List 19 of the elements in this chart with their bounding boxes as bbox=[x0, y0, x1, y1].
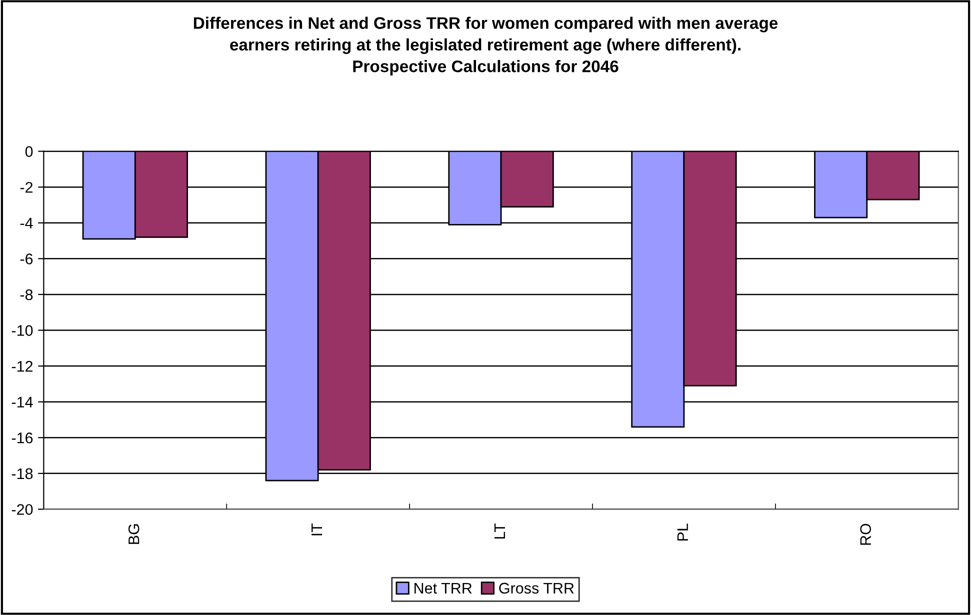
x-tick-label: BG bbox=[128, 524, 140, 544]
legend-label: Gross TRR bbox=[499, 582, 574, 594]
legend-label: Net TRR bbox=[414, 582, 472, 594]
y-tick-label: -14 bbox=[12, 396, 33, 408]
y-tick-label: -10 bbox=[12, 325, 33, 336]
y-tick-label: -12 bbox=[12, 360, 33, 372]
y-tick-label: -16 bbox=[12, 432, 33, 444]
y-tick-label: -2 bbox=[20, 182, 33, 193]
chart-title: Differences in Net and Gross TRR for women compared with men average earners retiring at the legislated retirement age (where different). Prospective Calculations for 2046 bbox=[194, 16, 778, 76]
y-tick-label: -8 bbox=[20, 289, 33, 300]
x-tick-label: IT bbox=[312, 523, 322, 536]
y-tick-label: 0 bbox=[25, 146, 33, 157]
y-tick-label: -20 bbox=[12, 504, 33, 515]
x-tick-label: LT bbox=[494, 523, 505, 539]
x-tick-label: RO bbox=[860, 524, 872, 545]
y-tick-label: -4 bbox=[20, 218, 33, 228]
x-tick-label: PL bbox=[677, 524, 688, 541]
y-tick-label: -6 bbox=[20, 254, 33, 264]
y-tick-label: -18 bbox=[12, 468, 33, 480]
